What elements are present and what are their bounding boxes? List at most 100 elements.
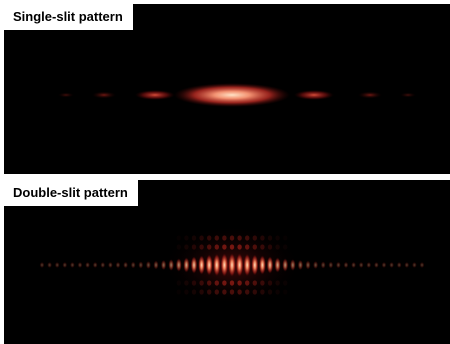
interference-fringe	[229, 235, 235, 241]
interference-fringe	[237, 280, 242, 286]
interference-fringe	[396, 261, 402, 269]
interference-fringe	[229, 244, 235, 250]
interference-fringe	[275, 280, 280, 286]
interference-fringe	[320, 261, 326, 269]
double-slit-panel: Double-slit pattern	[4, 180, 450, 344]
interference-fringe	[275, 289, 280, 295]
interference-fringe	[184, 244, 189, 250]
interference-fringe	[176, 280, 181, 286]
interference-fringe	[184, 235, 189, 241]
interference-fringe	[107, 261, 113, 269]
side-maximum	[294, 90, 334, 100]
interference-fringe	[177, 289, 181, 294]
single-slit-pattern-image	[58, 83, 416, 107]
interference-fringe	[267, 235, 273, 241]
interference-fringe	[283, 235, 287, 240]
interference-fringe	[260, 235, 265, 241]
interference-fringe	[222, 280, 227, 286]
interference-fringe	[229, 280, 235, 286]
interference-fringe	[419, 261, 425, 269]
interference-fringe	[266, 256, 274, 274]
interference-fringe	[237, 235, 242, 241]
interference-fringe	[243, 253, 251, 277]
side-maximum	[92, 91, 116, 99]
interference-fringe	[258, 255, 266, 275]
side-maximum	[358, 91, 382, 99]
interference-fringe	[69, 261, 75, 269]
interference-fringe	[267, 289, 273, 295]
interference-fringe	[222, 235, 227, 241]
interference-fringe	[222, 244, 227, 250]
interference-fringe	[229, 289, 235, 295]
interference-fringe	[245, 244, 250, 250]
side-maximum	[58, 92, 74, 98]
panel-title: Single-slit pattern	[4, 4, 133, 30]
interference-fringe	[252, 280, 257, 286]
interference-fringe	[190, 256, 198, 274]
interference-fringe	[305, 260, 311, 270]
interference-fringe	[207, 289, 212, 295]
interference-fringe	[297, 259, 304, 271]
interference-fringe	[289, 259, 296, 271]
interference-fringe	[358, 261, 364, 269]
interference-fringe	[252, 289, 257, 295]
interference-fringe	[191, 280, 197, 286]
central-maximum	[174, 83, 290, 107]
interference-fringe	[366, 261, 372, 269]
interference-fringe	[207, 244, 212, 250]
interference-fringe	[145, 260, 151, 270]
interference-fringe	[39, 261, 45, 269]
interference-fringe	[251, 254, 259, 276]
interference-fringe	[328, 261, 334, 269]
interference-fringe	[207, 235, 212, 241]
interference-fringe	[275, 244, 280, 250]
interference-fringe	[260, 280, 265, 286]
interference-fringe	[214, 244, 219, 250]
interference-fringe	[313, 260, 319, 270]
interference-fringe	[245, 235, 250, 241]
interference-fringe	[207, 280, 212, 286]
interference-fringe	[138, 261, 144, 269]
interference-fringe	[373, 261, 379, 269]
interference-fringe	[213, 253, 221, 277]
interference-fringe	[199, 280, 204, 286]
interference-fringe	[62, 261, 68, 269]
interference-fringe	[245, 289, 250, 295]
interference-fringe	[252, 244, 257, 250]
single-slit-panel: Single-slit pattern	[4, 4, 450, 174]
interference-fringe	[92, 261, 98, 269]
interference-fringe	[411, 261, 417, 269]
double-slit-pattern-image	[39, 225, 425, 305]
interference-fringe	[168, 259, 175, 271]
interference-fringe	[191, 235, 197, 241]
interference-fringe	[267, 280, 273, 286]
interference-fringe	[205, 254, 213, 276]
interference-fringe	[47, 261, 53, 269]
interference-fringe	[404, 261, 410, 269]
interference-fringe	[274, 257, 281, 273]
interference-fringe	[245, 280, 250, 286]
interference-fringe	[177, 235, 181, 240]
interference-fringe	[100, 261, 106, 269]
interference-fringe	[237, 244, 242, 250]
interference-fringe	[220, 253, 229, 277]
interference-fringe	[130, 261, 136, 269]
interference-fringe	[343, 261, 349, 269]
side-maximum	[400, 92, 416, 98]
interference-fringe	[267, 244, 273, 250]
interference-fringe	[381, 261, 387, 269]
panel-title: Double-slit pattern	[4, 180, 138, 206]
interference-fringe	[160, 259, 167, 271]
interference-fringe	[237, 289, 242, 295]
interference-fringe	[235, 253, 244, 277]
interference-fringe	[184, 289, 189, 295]
interference-fringe	[85, 261, 91, 269]
interference-fringe	[199, 235, 204, 241]
interference-fringe	[260, 244, 265, 250]
interference-fringe	[214, 289, 219, 295]
interference-fringe	[214, 280, 219, 286]
interference-fringe	[389, 261, 395, 269]
interference-fringe	[214, 235, 219, 241]
interference-fringe	[228, 253, 236, 277]
